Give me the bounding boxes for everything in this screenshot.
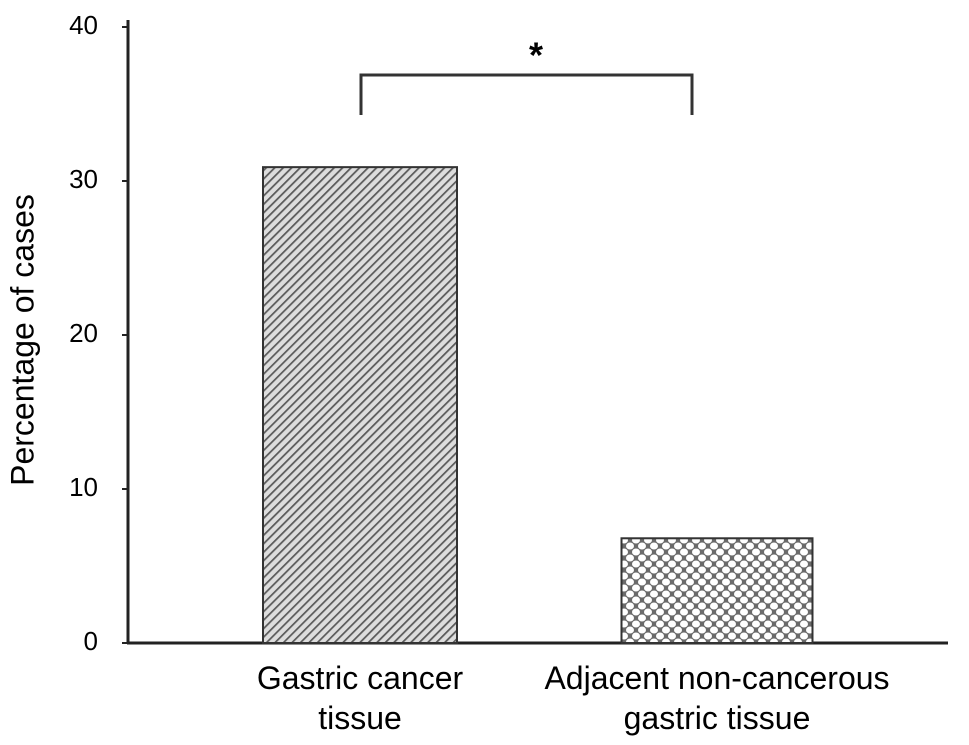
y-tick-label: 30 [69, 164, 98, 194]
significance-bracket [359, 73, 694, 115]
x-tick-label: Adjacent non-cancerous gastric tissue [544, 660, 890, 736]
y-axis-label: Percentage of cases [4, 194, 40, 486]
bar [262, 166, 458, 644]
significance-annotation: * [529, 35, 543, 76]
y-tick-label: 0 [84, 626, 98, 656]
x-tick-label: Gastric cancer tissue [256, 660, 464, 736]
y-tick-label: 10 [69, 472, 98, 502]
y-tick-label: 40 [69, 10, 98, 40]
y-tick-label: 20 [69, 318, 98, 348]
bar [620, 537, 814, 645]
